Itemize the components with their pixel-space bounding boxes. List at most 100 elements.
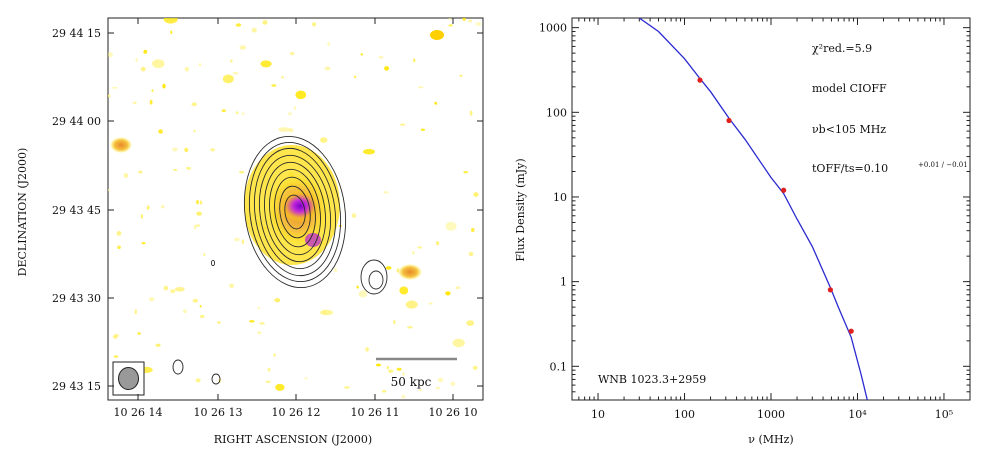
image-ticks xyxy=(108,18,483,400)
speckle xyxy=(137,332,141,335)
speckle xyxy=(462,18,466,21)
data-point xyxy=(697,77,703,83)
speckle xyxy=(445,221,457,231)
speckle xyxy=(143,49,148,54)
x-tick-label: 100 xyxy=(674,408,695,421)
speckle xyxy=(360,53,364,56)
speckle xyxy=(229,283,235,288)
speckle xyxy=(333,268,338,273)
contour-9 xyxy=(284,194,306,230)
speckle xyxy=(196,224,201,228)
speckle xyxy=(295,90,307,100)
speckle xyxy=(344,386,350,389)
speckle xyxy=(163,285,169,291)
speckle xyxy=(407,326,413,329)
data-point xyxy=(827,287,833,293)
speckle xyxy=(162,83,166,89)
speckle xyxy=(108,52,113,58)
speckle xyxy=(193,129,196,133)
data-point xyxy=(726,117,732,124)
speckle xyxy=(472,365,478,370)
speckle xyxy=(235,23,242,27)
optical-image xyxy=(108,18,482,399)
speckle xyxy=(271,84,277,87)
speckle xyxy=(473,192,479,197)
data-point xyxy=(848,328,854,334)
speckle xyxy=(152,59,165,68)
spectrum-y-axis-label: Flux Density (mJy) xyxy=(514,158,527,261)
speckle xyxy=(155,343,161,347)
speckle xyxy=(210,148,216,152)
speckle xyxy=(455,286,461,290)
speckle xyxy=(251,27,257,33)
speckle xyxy=(161,205,165,209)
speckle xyxy=(468,19,473,23)
speckle xyxy=(132,101,137,104)
speckle xyxy=(434,101,438,105)
speckle xyxy=(108,189,110,192)
y-tick-label: 29 43 15 xyxy=(52,380,101,393)
spectrum-ticks xyxy=(571,18,971,401)
speckle xyxy=(138,170,143,174)
speckle xyxy=(141,242,146,245)
x-tick-label: 10 26 12 xyxy=(272,406,321,419)
speckle xyxy=(468,251,474,257)
image-y-tick-labels: 29 44 15 29 44 00 29 43 45 29 43 30 29 4… xyxy=(52,27,101,393)
speckle xyxy=(381,389,387,393)
speckle xyxy=(158,129,164,134)
speckle xyxy=(358,290,368,298)
speckle xyxy=(386,365,389,370)
yellow-speckles xyxy=(108,18,482,399)
speckle xyxy=(151,89,154,92)
y-tick-label: 0.1 xyxy=(550,360,568,373)
annotation-t-ratio: tOFF/ts=0.10 xyxy=(812,162,888,175)
speckle xyxy=(448,24,453,27)
speckle xyxy=(140,214,143,219)
image-x-axis-label: RIGHT ASCENSION (J2000) xyxy=(214,433,372,446)
speckle xyxy=(463,171,469,174)
speckle xyxy=(170,30,173,35)
speckle xyxy=(146,205,150,210)
speckle xyxy=(193,224,197,230)
x-tick-label: 10 26 14 xyxy=(114,406,163,419)
speckle xyxy=(448,18,452,21)
spectrum-panel: 10 100 1000 10⁴ 10⁵ 0.1 1 10 100 1000 ν … xyxy=(514,17,971,446)
speckle xyxy=(239,170,245,174)
speckle xyxy=(351,213,357,219)
speckle xyxy=(412,251,415,255)
speckle xyxy=(437,377,444,383)
y-tick-label: 100 xyxy=(546,106,567,119)
image-y-axis-label: DECLINATION (J2000) xyxy=(16,148,29,277)
contour-8 xyxy=(279,185,311,239)
speckle xyxy=(196,211,202,216)
speckle xyxy=(419,389,422,392)
speckle xyxy=(199,200,203,205)
speckle xyxy=(200,314,205,319)
speckle xyxy=(319,309,334,316)
x-tick-label: 10 26 11 xyxy=(351,406,400,419)
speckle xyxy=(116,231,122,236)
contour-small-right-inner xyxy=(368,270,384,290)
speckle xyxy=(385,266,392,270)
speckle xyxy=(363,148,375,155)
speckle xyxy=(466,320,475,326)
contour-4 xyxy=(258,154,332,270)
speckle xyxy=(267,367,271,372)
speckle xyxy=(293,106,297,110)
speckle xyxy=(173,169,178,171)
speckle xyxy=(420,128,425,131)
source-name: WNB 1023.3+2959 xyxy=(598,373,706,386)
annotations: χ²red.=5.9 model CIOFF νb<105 MHz tOFF/t… xyxy=(598,42,968,386)
contour-spot-3 xyxy=(210,259,216,267)
speckle xyxy=(393,320,396,325)
speckle xyxy=(112,334,118,339)
speckle xyxy=(108,94,111,98)
x-tick-label: 10 26 13 xyxy=(194,406,243,419)
speckle xyxy=(290,51,295,56)
speckle xyxy=(388,369,394,373)
speckle xyxy=(375,363,382,367)
contour-small-right xyxy=(360,259,388,295)
speckle xyxy=(184,66,190,72)
core-purple-tail xyxy=(305,233,321,247)
speckle xyxy=(324,66,331,71)
